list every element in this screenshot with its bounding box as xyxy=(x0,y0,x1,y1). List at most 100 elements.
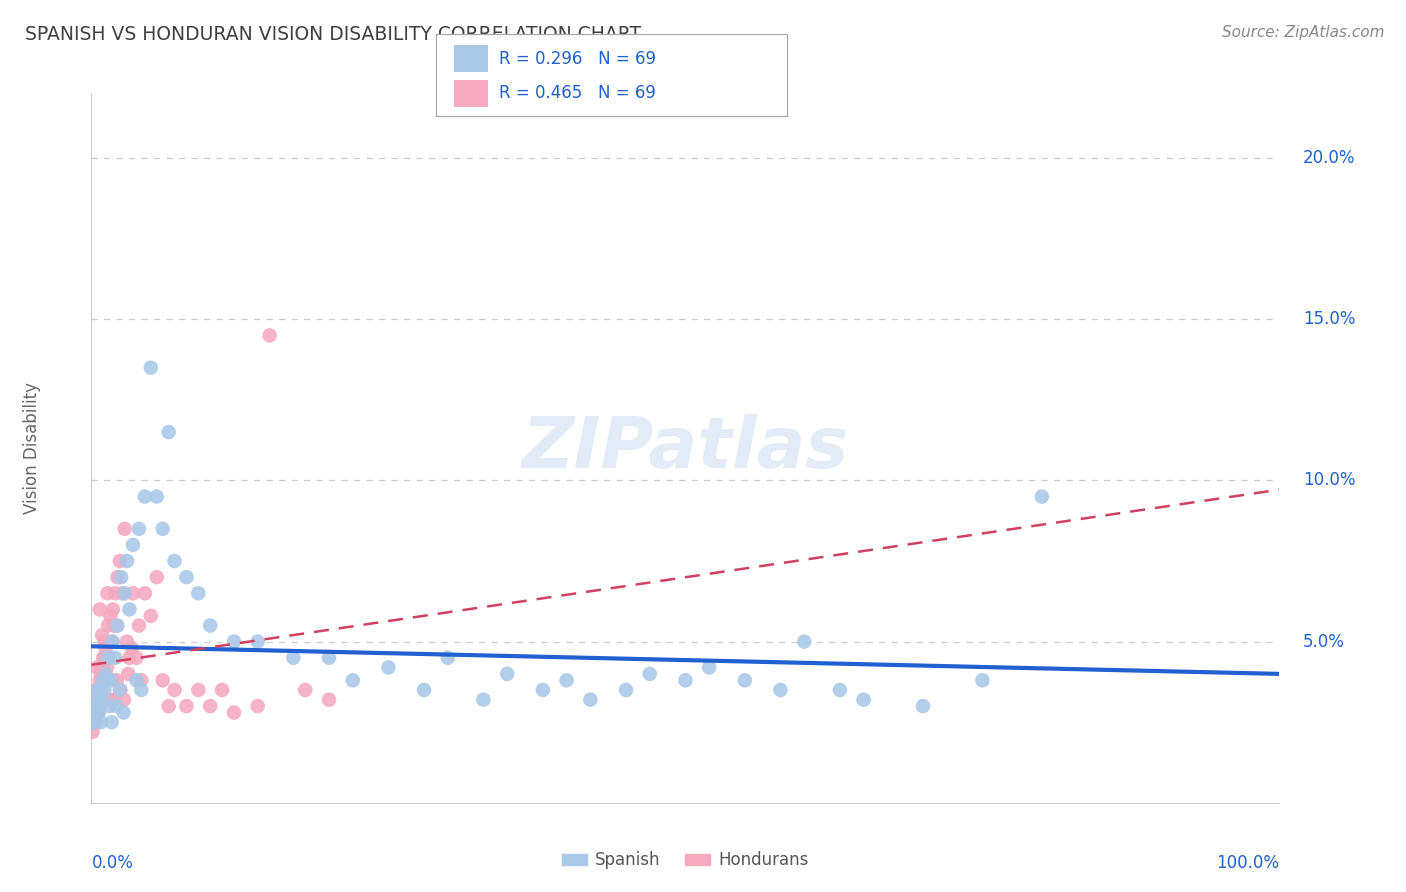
Text: Source: ZipAtlas.com: Source: ZipAtlas.com xyxy=(1222,25,1385,40)
Point xyxy=(100,673,122,688)
Point xyxy=(82,724,104,739)
Point xyxy=(472,692,495,706)
Point xyxy=(84,699,107,714)
Point xyxy=(1031,490,1053,504)
Point xyxy=(200,699,222,714)
Point xyxy=(222,634,245,648)
Point xyxy=(125,673,148,688)
Point xyxy=(87,683,110,698)
Point xyxy=(104,586,127,600)
Text: ZIPatlas: ZIPatlas xyxy=(522,414,849,483)
Point xyxy=(157,425,180,439)
Point xyxy=(101,673,124,688)
Point xyxy=(94,666,117,681)
Point xyxy=(101,602,124,616)
Text: 0.0%: 0.0% xyxy=(91,855,134,872)
Point xyxy=(87,706,110,720)
Point xyxy=(108,554,131,568)
Point xyxy=(734,673,756,688)
Point xyxy=(413,683,436,698)
Point xyxy=(118,650,141,665)
Point xyxy=(118,602,141,616)
Point xyxy=(128,522,150,536)
Point xyxy=(115,554,138,568)
Point xyxy=(93,634,115,648)
Point xyxy=(94,650,117,665)
Point xyxy=(496,666,519,681)
Point xyxy=(107,570,129,584)
Point xyxy=(828,683,851,698)
Point xyxy=(98,692,121,706)
Point xyxy=(112,692,135,706)
Text: 15.0%: 15.0% xyxy=(1303,310,1355,328)
Point xyxy=(122,586,145,600)
Point xyxy=(122,538,145,552)
Point xyxy=(89,699,111,714)
Point xyxy=(96,586,118,600)
Point xyxy=(98,650,121,665)
Point xyxy=(94,641,117,656)
Point xyxy=(152,673,174,688)
Point xyxy=(90,666,112,681)
Text: R = 0.296   N = 69: R = 0.296 N = 69 xyxy=(499,50,657,68)
Text: SPANISH VS HONDURAN VISION DISABILITY CORRELATION CHART: SPANISH VS HONDURAN VISION DISABILITY CO… xyxy=(25,25,641,44)
Point xyxy=(89,602,111,616)
Point xyxy=(90,683,112,698)
Point xyxy=(83,706,105,720)
Point xyxy=(129,683,152,698)
Point xyxy=(105,673,128,688)
Point xyxy=(134,490,156,504)
Point xyxy=(104,650,127,665)
Point xyxy=(211,683,233,698)
Point xyxy=(84,706,107,720)
Point xyxy=(163,683,186,698)
Point xyxy=(84,715,107,730)
Point xyxy=(129,673,152,688)
Text: 5.0%: 5.0% xyxy=(1303,632,1346,650)
Point xyxy=(145,490,167,504)
Point xyxy=(105,618,128,632)
Text: Vision Disability: Vision Disability xyxy=(22,383,41,514)
Point xyxy=(638,666,661,681)
Point xyxy=(121,641,143,656)
Point xyxy=(97,618,120,632)
Point xyxy=(114,586,136,600)
Point xyxy=(110,683,132,698)
Point xyxy=(972,673,994,688)
Point xyxy=(91,628,114,642)
Point xyxy=(91,673,114,688)
Text: 20.0%: 20.0% xyxy=(1303,149,1355,167)
Point xyxy=(579,692,602,706)
Point xyxy=(200,618,222,632)
Point xyxy=(101,634,124,648)
Point xyxy=(82,715,104,730)
Point xyxy=(246,699,269,714)
Point xyxy=(90,715,112,730)
Point xyxy=(283,650,305,665)
Point xyxy=(91,692,114,706)
Point xyxy=(128,618,150,632)
Point xyxy=(531,683,554,698)
Point xyxy=(145,570,167,584)
Point xyxy=(107,618,129,632)
Point xyxy=(911,699,934,714)
Point xyxy=(84,683,107,698)
Point xyxy=(152,522,174,536)
Point xyxy=(117,666,139,681)
Point xyxy=(377,660,399,674)
Point xyxy=(187,586,209,600)
Point xyxy=(96,673,118,688)
Point xyxy=(110,570,132,584)
Point xyxy=(103,618,125,632)
Point xyxy=(139,360,162,375)
Point xyxy=(318,650,340,665)
Point xyxy=(614,683,637,698)
Point xyxy=(96,660,118,674)
Point xyxy=(100,608,122,623)
Point xyxy=(97,650,120,665)
Point xyxy=(87,692,110,706)
Point xyxy=(294,683,316,698)
Text: R = 0.465   N = 69: R = 0.465 N = 69 xyxy=(499,84,657,103)
Legend: Spanish, Hondurans: Spanish, Hondurans xyxy=(555,845,815,876)
Point xyxy=(86,706,108,720)
